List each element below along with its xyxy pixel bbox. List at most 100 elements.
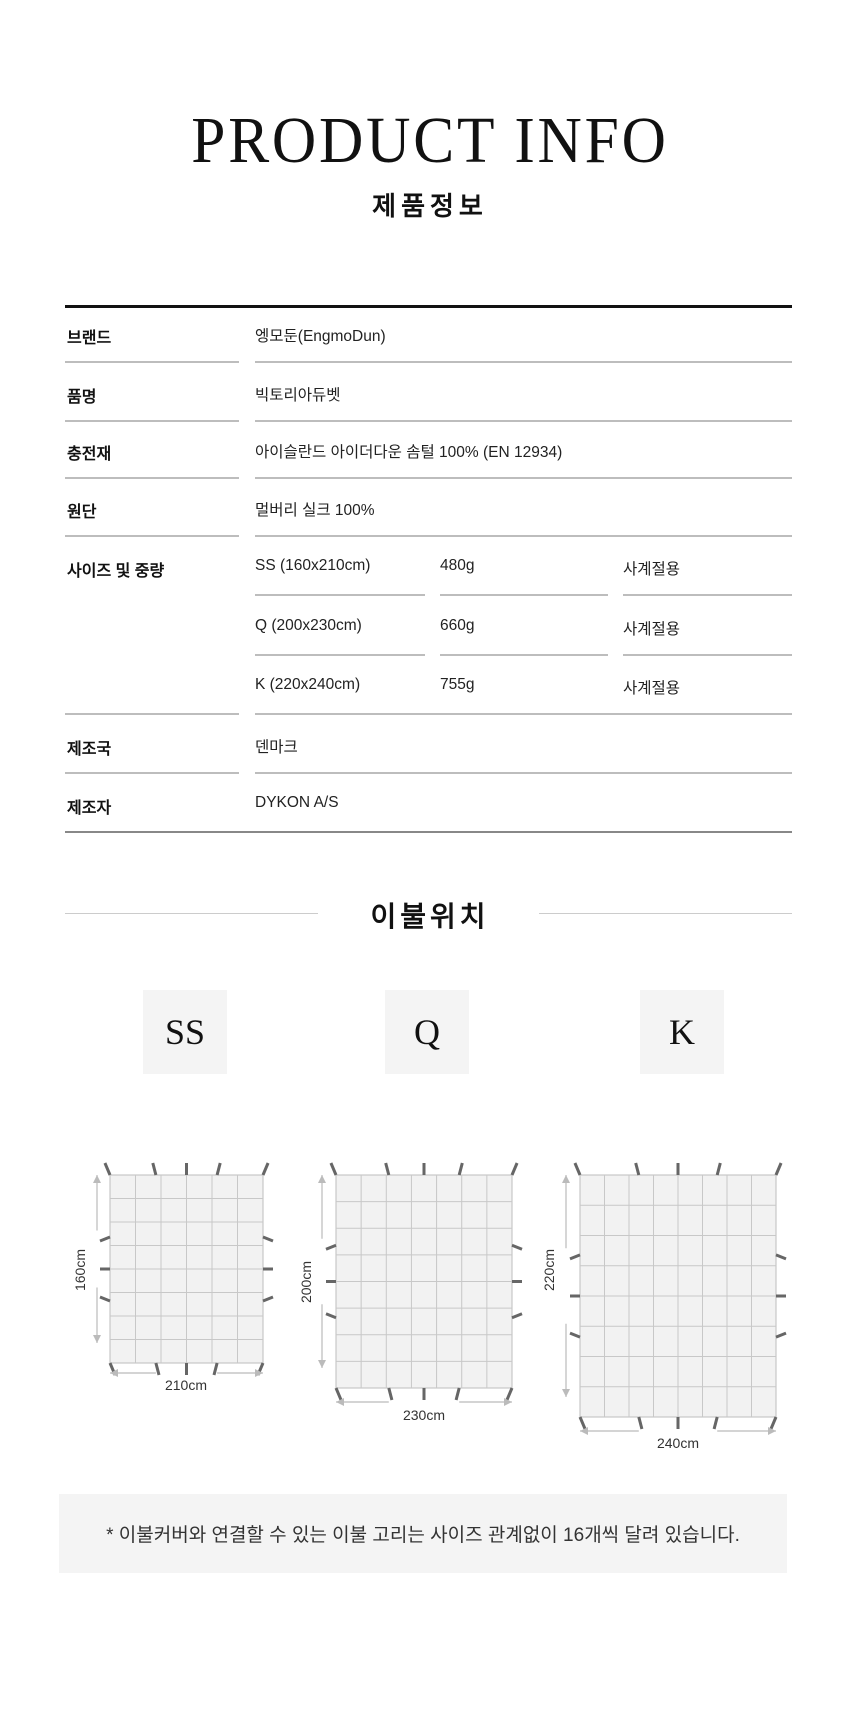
table-top-rule [65,305,792,308]
tie-mark [775,1331,787,1339]
row-value-brand: 엥모둔(EngmoDun) [255,328,386,345]
divider [255,594,425,596]
row-label-country: 제조국 [67,741,112,758]
row-label-product-name: 품명 [67,389,97,406]
tie-mark [578,1416,587,1430]
tie-note: * 이불커버와 연결할 수 있는 이불 고리는 사이즈 관계없이 16개씩 달려… [59,1494,787,1573]
size-weight: 480g [440,557,475,574]
divider [255,420,792,422]
arrowhead [562,1389,570,1397]
divider [65,772,239,774]
row-value-product-name: 빅토리아듀벳 [255,387,341,404]
row-label-fabric: 원단 [67,504,97,521]
size-weight: 755g [440,676,475,693]
page-title: PRODUCT INFO [191,104,669,177]
tie-mark [325,1243,337,1251]
tie-mark [387,1387,394,1401]
divider [255,477,792,479]
section-divider-left [65,913,318,914]
size-tab-k: K [640,990,724,1074]
table-bottom-rule [65,831,792,833]
section-title: 이불위치 [370,901,490,932]
row-label-manufacturer: 제조자 [67,800,112,817]
divider [623,594,792,596]
height-label-k: 220cm [541,1249,557,1291]
tie-mark [505,1387,514,1401]
divider [65,713,239,715]
row-value-country: 덴마크 [255,739,298,756]
arrowhead [318,1175,326,1183]
row-label-brand: 브랜드 [67,330,112,347]
arrowhead [93,1335,101,1343]
tie-mark [569,1253,581,1261]
arrowhead [504,1398,512,1406]
row-value-fabric: 멀버리 실크 100% [255,502,375,519]
tie-mark [769,1416,778,1430]
tie-mark [384,1162,391,1176]
divider [440,654,608,656]
size-tab-q: Q [385,990,469,1074]
divider [255,361,792,363]
tie-mark [262,1235,274,1243]
divider [255,772,792,774]
size-tab-ss: SS [143,990,227,1074]
tie-mark [457,1162,464,1176]
tie-mark [262,1295,274,1303]
divider [65,477,239,479]
tie-mark [712,1416,719,1430]
divider [65,361,239,363]
width-label-ss: 210cm [165,1377,207,1393]
tie-mark [715,1162,722,1176]
size-season: 사계절용 [623,621,681,638]
arrowhead [255,1369,263,1377]
divider [255,713,792,715]
tie-mark [454,1387,461,1401]
tie-mark [637,1416,644,1430]
width-label-k: 240cm [657,1435,699,1451]
size-name: Q (200x230cm) [255,617,362,634]
divider [255,654,425,656]
tie-mark [154,1362,161,1376]
tie-mark [103,1162,112,1176]
width-label-q: 230cm [403,1407,445,1423]
divider [65,535,239,537]
row-label-size-weight: 사이즈 및 중량 [67,563,165,580]
size-season: 사계절용 [623,680,681,697]
arrowhead [336,1398,344,1406]
tie-mark [775,1253,787,1261]
section-divider-right [539,913,792,914]
arrowhead [562,1175,570,1183]
tie-mark [329,1162,338,1176]
tie-mark [215,1162,222,1176]
tie-mark [573,1162,582,1176]
tie-mark [151,1162,158,1176]
tie-mark [510,1162,519,1176]
arrowhead [93,1175,101,1183]
arrowhead [580,1427,588,1435]
size-season: 사계절용 [623,561,681,578]
arrowhead [318,1360,326,1368]
row-label-filling: 충전재 [67,446,112,463]
row-value-filling: 아이슬란드 아이더다운 솜털 100% (EN 12934) [255,444,563,461]
size-weight: 660g [440,617,475,634]
tie-mark [261,1162,270,1176]
tie-mark [774,1162,783,1176]
divider [623,654,792,656]
height-label-q: 200cm [298,1261,314,1303]
tie-mark [334,1387,343,1401]
divider [440,594,608,596]
size-name: K (220x240cm) [255,676,361,693]
size-name: SS (160x210cm) [255,557,371,574]
tie-mark [99,1235,111,1243]
tie-mark [569,1331,581,1339]
height-label-ss: 160cm [72,1249,88,1291]
tie-mark [511,1312,523,1320]
tie-mark [99,1295,111,1303]
divider [65,420,239,422]
arrowhead [110,1369,118,1377]
tie-mark [634,1162,641,1176]
tie-mark [212,1362,219,1376]
page-subtitle: 제품정보 [372,191,488,221]
divider [255,535,792,537]
row-value-manufacturer: DYKON A/S [255,794,339,811]
